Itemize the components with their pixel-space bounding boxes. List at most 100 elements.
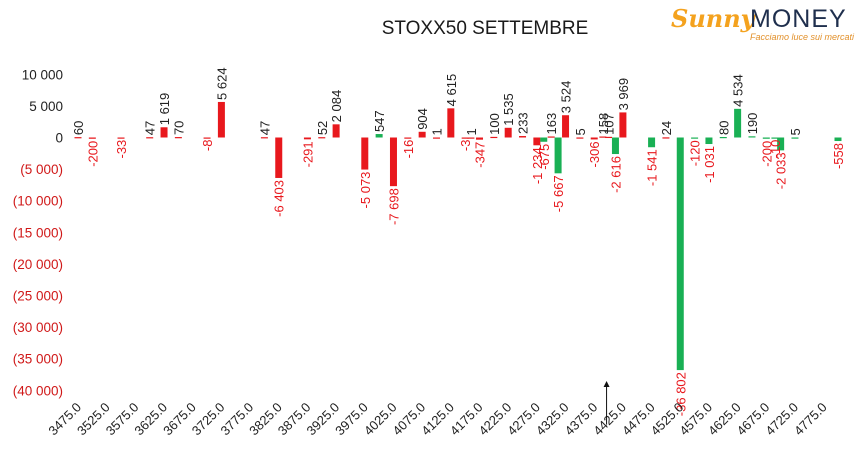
bar bbox=[375, 134, 383, 138]
bar bbox=[540, 137, 548, 142]
data-label: -675 bbox=[537, 144, 552, 170]
y-tick-label: (40 000) bbox=[13, 383, 63, 398]
data-label: 24 bbox=[659, 121, 674, 135]
bar bbox=[791, 137, 799, 139]
bar bbox=[389, 137, 397, 187]
bar bbox=[547, 136, 555, 138]
marker-arrow-head bbox=[603, 381, 610, 387]
bar bbox=[275, 137, 283, 178]
data-label: 100 bbox=[487, 113, 502, 135]
bar bbox=[834, 137, 842, 142]
data-label: 80 bbox=[716, 121, 731, 135]
bar bbox=[260, 137, 268, 139]
data-label: 163 bbox=[544, 113, 559, 135]
data-label: -200 bbox=[759, 141, 774, 167]
bar bbox=[88, 137, 96, 139]
bar bbox=[203, 137, 211, 139]
logo-wordmark-sunny: Sunny bbox=[671, 4, 755, 33]
data-label: 5 624 bbox=[214, 67, 229, 100]
data-label: 1 535 bbox=[501, 93, 516, 126]
bar bbox=[174, 137, 182, 139]
data-label: 47 bbox=[143, 121, 158, 135]
data-label: -10 bbox=[768, 140, 783, 159]
y-tick-label: (10 000) bbox=[13, 194, 63, 209]
data-label: -347 bbox=[473, 142, 488, 168]
bar bbox=[676, 137, 684, 371]
bar bbox=[490, 136, 498, 139]
y-tick-label: 5 000 bbox=[29, 99, 63, 114]
bar bbox=[146, 137, 154, 139]
bar bbox=[554, 137, 562, 174]
data-label: 1 bbox=[429, 128, 444, 135]
data-label: 158 bbox=[596, 113, 611, 135]
x-tick-label: 4775.0 bbox=[791, 400, 830, 439]
data-label: 233 bbox=[516, 112, 531, 134]
bar bbox=[576, 137, 584, 139]
bar bbox=[705, 137, 713, 145]
y-tick-label: (25 000) bbox=[13, 289, 63, 304]
data-label: 3 969 bbox=[616, 78, 631, 111]
data-label: 4 534 bbox=[731, 74, 746, 107]
y-tick-label: (20 000) bbox=[13, 257, 63, 272]
data-label: 5 bbox=[788, 128, 803, 135]
bar bbox=[467, 137, 475, 139]
y-tick-label: 10 000 bbox=[22, 67, 63, 82]
data-label: 70 bbox=[171, 121, 186, 135]
bar bbox=[447, 108, 455, 138]
marker-group bbox=[603, 381, 610, 424]
data-label: 1 bbox=[464, 128, 479, 135]
data-label: -36 802 bbox=[673, 372, 688, 416]
bar bbox=[418, 131, 426, 138]
data-label: -1 031 bbox=[702, 146, 717, 183]
bar bbox=[461, 137, 469, 139]
bar bbox=[519, 136, 527, 138]
data-label: -3 bbox=[458, 140, 473, 152]
bar bbox=[748, 136, 756, 138]
bar bbox=[691, 137, 699, 139]
bar bbox=[734, 108, 742, 138]
bar bbox=[777, 137, 785, 151]
data-label: 3 524 bbox=[559, 81, 574, 114]
bar bbox=[771, 137, 779, 139]
data-label: 1 619 bbox=[157, 93, 172, 126]
bar bbox=[719, 136, 727, 139]
data-label: 4 615 bbox=[444, 74, 459, 107]
data-label: -2 616 bbox=[608, 156, 623, 193]
y-tick-label: (30 000) bbox=[13, 320, 63, 335]
data-label: 60 bbox=[71, 121, 86, 135]
bar bbox=[605, 136, 613, 139]
data-label: -8 bbox=[200, 140, 215, 152]
bar bbox=[74, 137, 82, 139]
bar bbox=[533, 137, 541, 146]
bar bbox=[160, 127, 168, 138]
bars-group bbox=[74, 101, 842, 371]
bar bbox=[590, 137, 598, 140]
data-label: -6 403 bbox=[272, 180, 287, 217]
data-label: -5 073 bbox=[358, 172, 373, 209]
bar bbox=[619, 112, 627, 138]
bar bbox=[562, 115, 570, 138]
data-label: -558 bbox=[831, 143, 846, 169]
data-label: -1 234 bbox=[530, 147, 545, 184]
data-label: -16 bbox=[401, 140, 416, 159]
logo-tagline: Facciamo luce sui mercati bbox=[750, 32, 855, 42]
bar bbox=[762, 137, 770, 139]
logo-wordmark-money: MONEY bbox=[750, 5, 847, 33]
bar bbox=[332, 124, 340, 138]
data-label: 47 bbox=[257, 121, 272, 135]
chart-title: STOXX50 SETTEMBRE bbox=[381, 18, 589, 39]
y-tick-label: 0 bbox=[55, 131, 63, 146]
y-tick-label: (35 000) bbox=[13, 352, 63, 367]
bar bbox=[662, 137, 670, 139]
brand-logo: Sunny MONEY Facciamo luce sui mercati bbox=[671, 4, 865, 44]
data-label: -120 bbox=[688, 140, 703, 166]
data-label: -5 667 bbox=[551, 175, 566, 212]
data-label: -7 698 bbox=[386, 188, 401, 225]
data-label: 904 bbox=[415, 108, 430, 130]
y-axis: 10 000 5 000 0 (5 000) (10 000) (15 000) (20 0… bbox=[13, 67, 63, 398]
bar bbox=[432, 137, 440, 139]
data-label: -33 bbox=[114, 140, 129, 159]
data-label: -2 033 bbox=[774, 152, 789, 189]
